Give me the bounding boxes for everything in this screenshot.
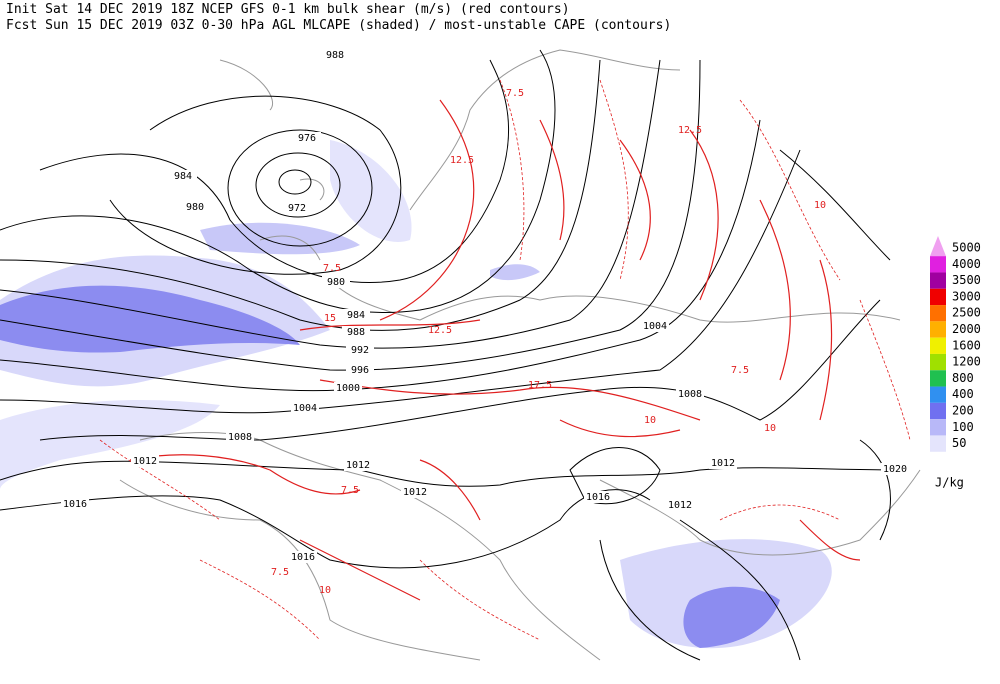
label-bg: [334, 382, 362, 394]
legend-swatch: [930, 256, 946, 273]
shear-label: 17.5: [528, 380, 552, 391]
shear-label: 7.5: [271, 567, 289, 578]
isobar-label: 1016: [586, 492, 610, 503]
legend-label: 2000: [952, 322, 981, 336]
legend-swatch: [930, 386, 946, 403]
label-bg: [401, 486, 429, 498]
isobar-label: 1016: [291, 552, 315, 563]
label-bg: [346, 344, 374, 356]
shear-label: 7.5: [323, 263, 341, 274]
isobar-label: 1008: [228, 432, 252, 443]
legend-label: 800: [952, 371, 974, 385]
isobar-label: 1012: [346, 460, 370, 471]
legend-label: 100: [952, 420, 974, 434]
legend-swatch: [930, 353, 946, 371]
shear-label: 10: [644, 415, 656, 426]
legend-swatch: [930, 419, 946, 436]
label-bg: [346, 364, 374, 376]
label-bg: [169, 170, 197, 182]
label-bg: [293, 132, 321, 144]
legend-label: 400: [952, 387, 974, 401]
legend-swatch: [930, 305, 946, 322]
isobar-label: 1016: [63, 499, 87, 510]
isobar-label: 988: [326, 50, 344, 61]
legend-swatch: [930, 236, 946, 257]
legend-swatch: [930, 288, 946, 306]
isobar-label: 1012: [711, 458, 735, 469]
legend-label: 2500: [952, 306, 981, 320]
cape-shading: [0, 140, 832, 649]
legend-label: 3000: [952, 289, 981, 303]
map-labels: 988 976 984 980 972 980 984 988 992 996 1000 1004 10…: [61, 49, 909, 596]
label-bg: [181, 201, 209, 213]
shear-label: 10: [319, 585, 331, 596]
shear-label: 7.5: [341, 485, 359, 496]
isobar-label: 1012: [403, 487, 427, 498]
isobar-label: 1008: [678, 389, 702, 400]
isobar-label: 992: [351, 345, 369, 356]
label-bg: [881, 463, 909, 475]
isobar-label: 984: [174, 171, 192, 182]
label-bg: [666, 499, 694, 511]
label-bg: [61, 498, 89, 510]
label-bg: [641, 320, 669, 332]
label-bg: [283, 202, 311, 214]
isobar-label: 972: [288, 203, 306, 214]
isobar-label: 980: [327, 277, 345, 288]
legend-label: 1600: [952, 338, 981, 352]
isobar-label: 976: [298, 133, 316, 144]
legend-label: 1200: [952, 355, 981, 369]
header-line: Init Sat 14 DEC 2019 18Z NCEP GFS 0-1 km…: [6, 2, 570, 17]
label-bg: [289, 551, 317, 563]
legend-swatch: [930, 321, 946, 338]
label-bg: [709, 457, 737, 469]
isobar-label: 996: [351, 365, 369, 376]
isobar-label: 1020: [883, 464, 907, 475]
legend: 5000 4000 3500 3000 2500 2000 1600 1200 800 400 20…: [930, 236, 981, 490]
shear-label: 12.5: [678, 125, 702, 136]
label-bg: [676, 388, 704, 400]
legend-label: 5000: [952, 241, 981, 255]
label-bg: [226, 431, 254, 443]
legend-swatch: [930, 435, 946, 452]
legend-label: 4000: [952, 257, 981, 271]
label-bg: [131, 455, 159, 467]
label-bg: [344, 459, 372, 471]
isobar-label: 1000: [336, 383, 360, 394]
label-bg: [342, 309, 370, 321]
legend-label: 3500: [952, 273, 981, 287]
label-bg: [321, 49, 349, 61]
shear-contours: [129, 99, 861, 601]
legend-label: 200: [952, 404, 974, 418]
legend-swatch: [930, 337, 946, 354]
legend-swatch: [930, 272, 946, 289]
isobar-label: 1012: [668, 500, 692, 511]
label-bg: [584, 491, 612, 503]
label-bg: [342, 326, 370, 338]
legend-unit: J/kg: [935, 476, 964, 490]
shear-label: 10: [814, 200, 826, 211]
label-bg: [322, 276, 350, 288]
shear-contours-dashed: [99, 79, 911, 641]
isobar-label: 984: [347, 310, 365, 321]
shear-label: 7.5: [506, 88, 524, 99]
legend-swatch: [930, 402, 946, 420]
isobar-label: 1004: [643, 321, 667, 332]
isobar-label: 980: [186, 202, 204, 213]
header-line: Fcst Sun 15 DEC 2019 03Z 0-30 hPa AGL ML…: [6, 18, 671, 33]
label-bg: [291, 402, 319, 414]
shear-label: 15: [324, 313, 336, 324]
isobar-label: 988: [347, 327, 365, 338]
shear-label: 7.5: [731, 365, 749, 376]
isobar-label: 1012: [133, 456, 157, 467]
legend-label: 50: [952, 436, 966, 450]
shear-label: 12.5: [450, 155, 474, 166]
legend-swatch: [930, 370, 946, 387]
isobar-label: 1004: [293, 403, 317, 414]
shear-label: 10: [764, 423, 776, 434]
shear-label: 12.5: [428, 325, 452, 336]
